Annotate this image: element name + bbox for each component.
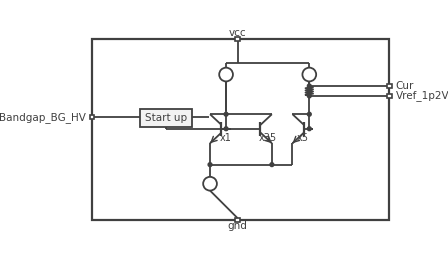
Text: Vref_1p2V: Vref_1p2V xyxy=(396,90,448,101)
Bar xyxy=(235,218,240,222)
Bar xyxy=(388,84,392,88)
Circle shape xyxy=(307,127,311,131)
Text: x1: x1 xyxy=(220,133,232,143)
Text: x35: x35 xyxy=(259,133,277,143)
Text: x5: x5 xyxy=(297,133,308,143)
Text: Cur: Cur xyxy=(396,81,414,91)
Text: Bandgap_BG_HV: Bandgap_BG_HV xyxy=(0,112,86,123)
Bar xyxy=(92,39,389,220)
Text: vcc: vcc xyxy=(229,28,246,38)
Circle shape xyxy=(307,94,311,98)
Circle shape xyxy=(307,112,311,116)
Text: gnd: gnd xyxy=(228,221,247,231)
Bar xyxy=(140,109,192,127)
Circle shape xyxy=(224,112,228,116)
Bar xyxy=(235,37,240,41)
Text: Start up: Start up xyxy=(145,113,187,123)
Circle shape xyxy=(208,163,212,167)
Circle shape xyxy=(307,84,311,88)
Bar xyxy=(388,94,392,98)
Circle shape xyxy=(224,127,228,131)
Circle shape xyxy=(270,163,274,167)
Bar xyxy=(90,115,94,119)
